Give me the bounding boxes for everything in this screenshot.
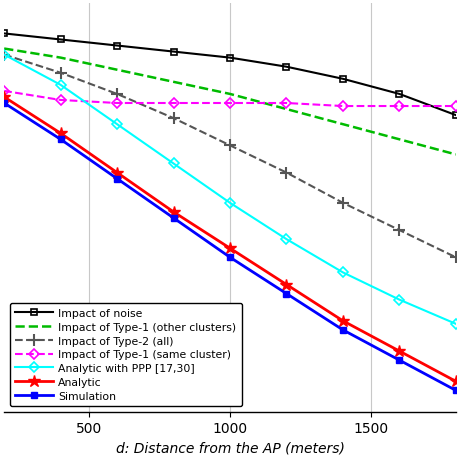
Analytic with PPP [17,30] (1, 53, 7, 58)
Analytic with PPP [17,30] (58, 83, 63, 89)
Impact of noise (227, 56, 232, 61)
Impact of Type-2 (all) (396, 228, 401, 233)
Analytic with PPP [17,30] (396, 297, 401, 303)
Impact of Type-1 (other clusters) (396, 137, 401, 143)
Impact of Type-1 (other clusters) (283, 107, 289, 112)
Impact of Type-1 (other clusters) (58, 56, 63, 61)
Analytic (396, 348, 401, 354)
Impact of Type-2 (all) (452, 255, 458, 260)
Impact of Type-2 (all) (170, 116, 176, 122)
Impact of Type-1 (other clusters) (170, 80, 176, 85)
Impact of Type-1 (same cluster) (114, 101, 120, 106)
Line: Impact of Type-1 (same cluster): Impact of Type-1 (same cluster) (1, 88, 458, 110)
Impact of Type-1 (same cluster) (1, 89, 7, 95)
Analytic (227, 246, 232, 252)
Impact of Type-1 (other clusters) (452, 152, 458, 158)
Impact of Type-1 (same cluster) (58, 98, 63, 103)
Line: Simulation: Simulation (1, 101, 458, 394)
Analytic (114, 170, 120, 176)
Impact of Type-1 (same cluster) (339, 104, 345, 110)
Analytic with PPP [17,30] (114, 122, 120, 128)
Simulation (283, 291, 289, 297)
Simulation (1, 101, 7, 106)
Simulation (114, 176, 120, 182)
Analytic with PPP [17,30] (339, 270, 345, 275)
Analytic with PPP [17,30] (227, 201, 232, 206)
Impact of Type-2 (all) (227, 143, 232, 149)
X-axis label: d: Distance from the AP (meters): d: Distance from the AP (meters) (115, 441, 344, 455)
Simulation (452, 388, 458, 393)
Impact of noise (283, 65, 289, 70)
Impact of noise (1, 32, 7, 37)
Impact of Type-2 (all) (114, 92, 120, 97)
Impact of Type-1 (other clusters) (1, 47, 7, 52)
Analytic with PPP [17,30] (452, 321, 458, 327)
Analytic (170, 210, 176, 215)
Simulation (227, 255, 232, 260)
Impact of Type-1 (same cluster) (452, 104, 458, 110)
Line: Impact of Type-2 (all): Impact of Type-2 (all) (0, 50, 459, 263)
Impact of Type-2 (all) (339, 201, 345, 206)
Impact of Type-2 (all) (1, 53, 7, 58)
Impact of Type-1 (same cluster) (227, 101, 232, 106)
Impact of noise (58, 38, 63, 43)
Analytic with PPP [17,30] (283, 237, 289, 242)
Line: Impact of noise: Impact of noise (1, 31, 458, 119)
Impact of Type-1 (same cluster) (396, 104, 401, 110)
Legend: Impact of noise, Impact of Type-1 (other clusters), Impact of Type-2 (all), Impa: Impact of noise, Impact of Type-1 (other… (10, 303, 241, 406)
Impact of Type-1 (same cluster) (283, 101, 289, 106)
Analytic with PPP [17,30] (170, 162, 176, 167)
Impact of noise (396, 92, 401, 97)
Simulation (396, 358, 401, 363)
Analytic (283, 282, 289, 288)
Impact of Type-1 (other clusters) (114, 68, 120, 73)
Impact of Type-1 (same cluster) (170, 101, 176, 106)
Analytic (1, 95, 7, 101)
Analytic (58, 131, 63, 137)
Impact of noise (339, 77, 345, 82)
Impact of Type-1 (other clusters) (227, 92, 232, 97)
Line: Analytic with PPP [17,30]: Analytic with PPP [17,30] (1, 52, 458, 328)
Impact of noise (452, 113, 458, 118)
Impact of Type-2 (all) (283, 170, 289, 176)
Analytic (339, 319, 345, 324)
Impact of noise (170, 50, 176, 55)
Line: Analytic: Analytic (0, 91, 459, 388)
Simulation (58, 137, 63, 143)
Line: Impact of Type-1 (other clusters): Impact of Type-1 (other clusters) (4, 50, 455, 155)
Impact of Type-2 (all) (58, 71, 63, 76)
Impact of Type-1 (other clusters) (339, 122, 345, 128)
Simulation (339, 327, 345, 333)
Analytic (452, 379, 458, 384)
Impact of noise (114, 44, 120, 49)
Simulation (170, 216, 176, 221)
